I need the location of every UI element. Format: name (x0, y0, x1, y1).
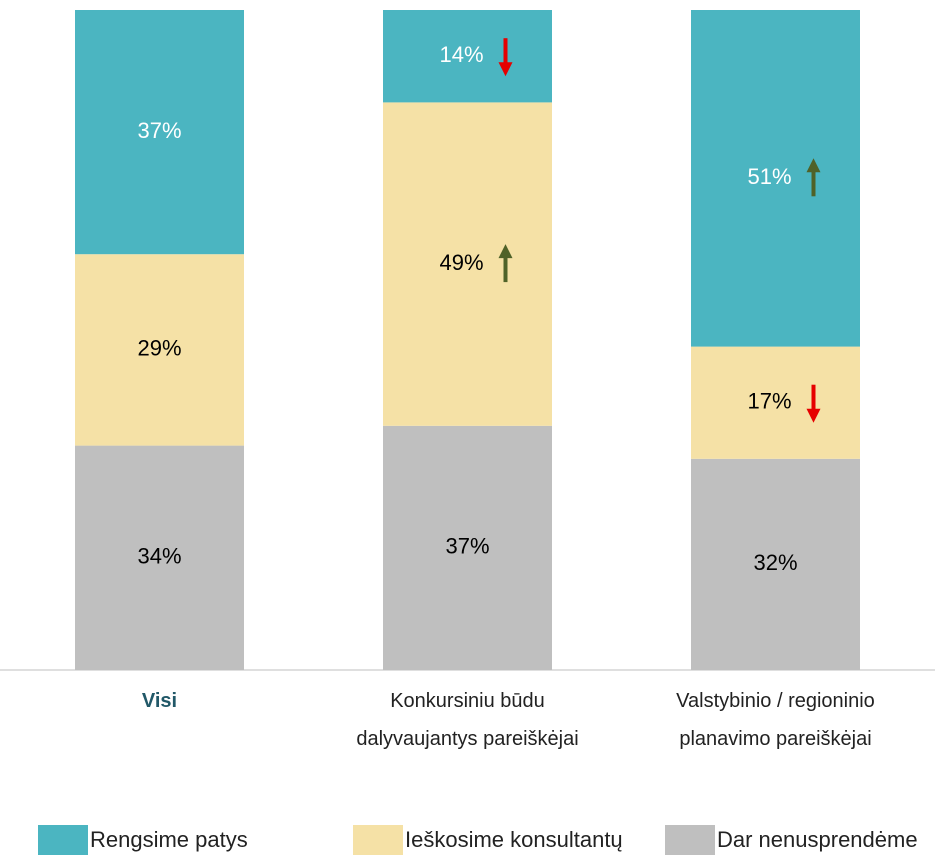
legend-label: Ieškosime konsultantų (405, 827, 623, 852)
value-label: 14% (439, 42, 483, 67)
arrow-head (806, 158, 821, 173)
category-label: Valstybinio / regioninio planavimo parei… (676, 690, 875, 750)
value-label: 49% (439, 250, 483, 275)
value-label: 17% (747, 389, 791, 414)
trend-arrow (806, 158, 821, 197)
bar-segment (75, 10, 244, 255)
arrow-head (806, 408, 821, 423)
trend-arrow (498, 38, 513, 77)
legend-swatch (38, 825, 88, 855)
category-label: Visi (141, 690, 178, 712)
arrow-head (498, 62, 513, 77)
value-label: 32% (753, 550, 797, 575)
category-label: Konkursiniu būdu dalyvaujantys pareiškėj… (356, 690, 579, 750)
value-label: 37% (445, 534, 489, 559)
bar-segment (383, 102, 552, 426)
legend-label: Rengsime patys (90, 827, 248, 852)
value-label: 51% (747, 164, 791, 189)
bar-segment (691, 10, 860, 347)
legend-label: Dar nenusprendėme (717, 827, 918, 852)
legend-swatch (353, 825, 403, 855)
bar-segment (691, 346, 860, 459)
trend-arrow (806, 384, 821, 423)
value-label: 29% (137, 336, 181, 361)
trend-arrow (498, 244, 513, 283)
bar-segment (383, 10, 552, 103)
legend-swatch (665, 825, 715, 855)
value-label: 37% (137, 118, 181, 143)
bar-segment (383, 425, 552, 670)
arrow-head (498, 244, 513, 259)
bar-segment (75, 254, 244, 446)
bar-segment (75, 445, 244, 670)
value-label: 34% (137, 544, 181, 569)
bar-segment (691, 458, 860, 670)
